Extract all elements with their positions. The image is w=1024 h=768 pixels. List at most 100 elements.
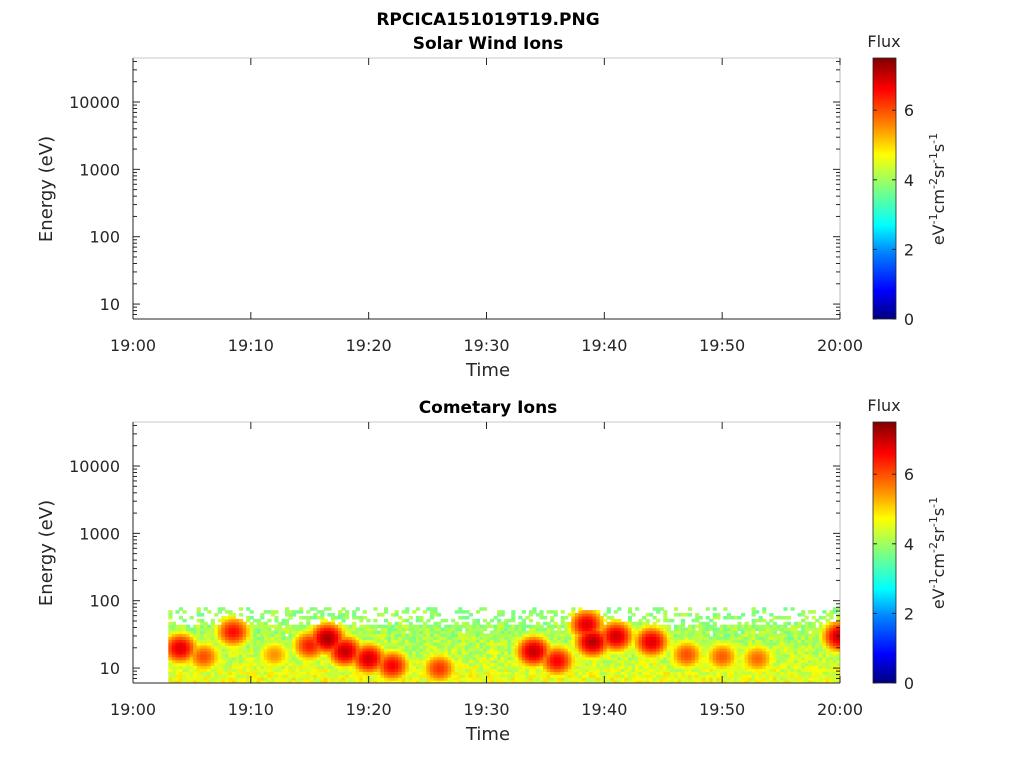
heatmap-cell (277, 665, 283, 670)
heatmap-cell (391, 680, 396, 683)
heatmap-cell (631, 665, 636, 670)
heatmap-cell (281, 627, 286, 632)
heatmap-cell (557, 642, 562, 646)
heatmap-cell (571, 610, 576, 614)
heatmap-cell (642, 615, 647, 620)
heatmap-cell (398, 665, 403, 670)
heatmap-cell (804, 645, 809, 649)
heatmap-cell (221, 677, 226, 681)
heatmap-cell (528, 662, 534, 667)
heatmap-cell (444, 668, 449, 672)
heatmap-cell (270, 659, 275, 664)
heatmap-cell (221, 645, 226, 649)
heatmap-cell (613, 674, 618, 678)
heatmap-cell (256, 650, 261, 655)
heatmap-cell (415, 639, 420, 643)
heatmap-cell (369, 659, 374, 664)
heatmap-cell (617, 662, 622, 667)
heatmap-cell (497, 680, 502, 683)
heatmap-cell (790, 624, 795, 629)
heatmap-cell (231, 671, 237, 675)
heatmap-cell (638, 648, 643, 652)
heatmap-cell (751, 624, 756, 629)
heatmap-cell (670, 653, 675, 658)
heatmap-cell (783, 621, 788, 626)
heatmap-cell (645, 656, 650, 661)
heatmap-cell (451, 627, 456, 632)
heatmap-cell (656, 650, 661, 655)
heatmap-cell (815, 653, 820, 658)
heatmap-cell (345, 615, 350, 620)
heatmap-cell (288, 636, 293, 640)
heatmap-cell (189, 671, 194, 675)
heatmap-cell (571, 680, 576, 683)
heatmap-cell (546, 627, 551, 632)
heatmap-cell (507, 677, 512, 681)
heatmap-cell (196, 653, 201, 658)
heatmap-cell (797, 650, 802, 655)
heatmap-cell (193, 630, 198, 635)
heatmap-cell (741, 677, 746, 681)
heatmap-cell (387, 650, 392, 655)
heatmap-cell (543, 674, 548, 678)
heatmap-cell (330, 668, 336, 672)
heatmap-cell (369, 642, 374, 646)
heatmap-cell (338, 642, 343, 646)
heatmap-cell (239, 607, 244, 611)
heatmap-cell (649, 630, 654, 635)
heatmap-cell (299, 668, 304, 672)
heatmap-cell (698, 636, 703, 640)
heatmap-cell (228, 648, 233, 652)
heatmap-cell (440, 648, 445, 652)
heatmap-cell (546, 642, 551, 646)
heatmap-cell (525, 653, 530, 658)
heatmap-cell (695, 645, 700, 649)
heatmap-cell (811, 627, 816, 632)
heatmap-cell (663, 665, 668, 670)
heatmap-cell (620, 645, 625, 649)
heatmap-cell (426, 645, 431, 649)
heatmap-cell (285, 636, 290, 640)
heatmap-cell (186, 656, 191, 661)
heatmap-cell (592, 665, 597, 670)
heatmap-cell (695, 665, 700, 670)
heatmap-cell (794, 662, 799, 667)
heatmap-cell (585, 674, 590, 678)
heatmap-cell (239, 630, 244, 635)
heatmap-cell (288, 671, 293, 675)
heatmap-cell (355, 607, 360, 611)
heatmap-cell (702, 639, 707, 643)
heatmap-cell (596, 662, 601, 667)
heatmap-cell (712, 650, 717, 655)
heatmap-cell (493, 615, 498, 620)
heatmap-cell (267, 668, 272, 672)
heatmap-cell (797, 680, 802, 683)
heatmap-cell (553, 656, 558, 661)
heatmap-cell (228, 668, 233, 672)
heatmap-cell (210, 662, 215, 667)
heatmap-cell (723, 650, 728, 655)
heatmap-cell (741, 648, 746, 652)
heatmap-cell (285, 642, 290, 646)
heatmap-cell (684, 656, 689, 661)
heatmap-cell (634, 627, 640, 632)
heatmap-cell (288, 642, 293, 646)
heatmap-cell (550, 624, 555, 629)
heatmap-cell (429, 633, 435, 637)
heatmap-cell (574, 659, 580, 664)
heatmap-cell (741, 627, 746, 632)
heatmap-cell (712, 680, 717, 683)
heatmap-cell (454, 624, 459, 629)
heatmap-cell (811, 656, 816, 661)
heatmap-cell (698, 621, 703, 626)
heatmap-cell (702, 630, 707, 635)
heatmap-cell (376, 613, 382, 617)
heatmap-cell (535, 650, 541, 655)
heatmap-cell (581, 621, 587, 626)
heatmap-cell (327, 613, 332, 617)
heatmap-cell (755, 648, 760, 652)
heatmap-cell (818, 645, 823, 649)
heatmap-cell (645, 648, 650, 652)
heatmap-cell (493, 674, 498, 678)
heatmap-cell (825, 633, 830, 637)
